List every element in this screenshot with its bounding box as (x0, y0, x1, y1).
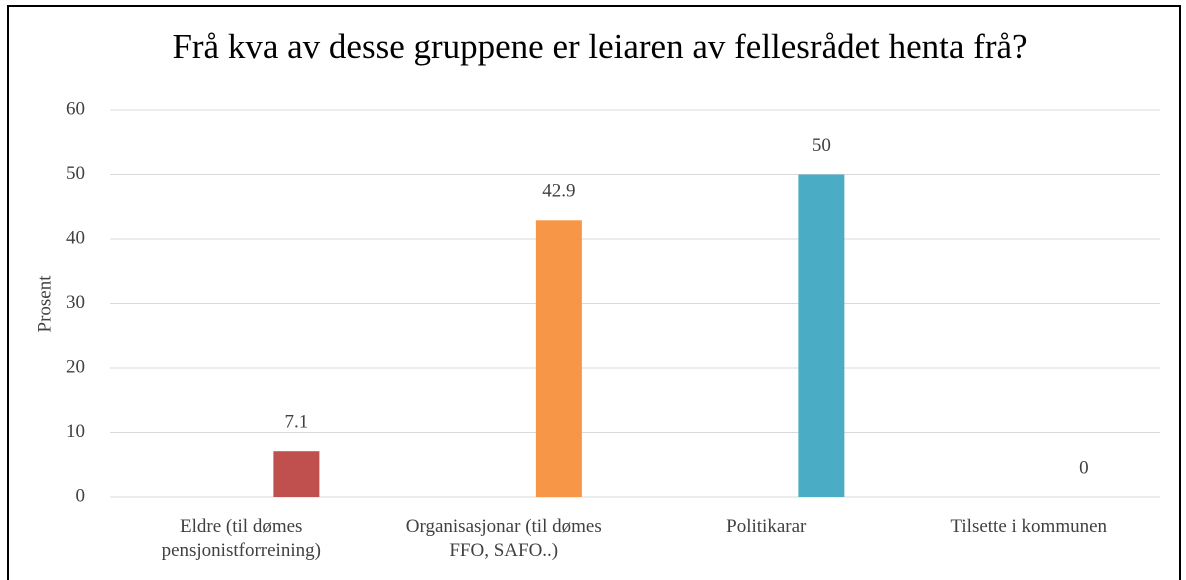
y-tick-label: 60 (66, 98, 85, 119)
chart-title: Frå kva av desse gruppene er leiaren av … (172, 27, 1027, 66)
y-tick-label: 30 (66, 292, 85, 313)
value-label: 0 (1079, 457, 1089, 478)
x-tick-label: Organisasjonar (til dømes FFO, SAFO..) (405, 516, 602, 561)
y-tick-label: 50 (66, 163, 85, 184)
x-tick-label: Tilsette i kommunen (950, 516, 1108, 537)
bar (273, 451, 320, 497)
frame (7, 5, 1181, 580)
bar (798, 174, 845, 497)
y-axis-label: Prosent (34, 275, 55, 333)
y-tick-label: 10 (66, 421, 85, 442)
y-tick-label: 0 (76, 485, 86, 506)
x-tick-label: Eldre (til dømes pensjonistforreining) (161, 516, 321, 561)
x-tick-label: Politikarar (726, 516, 807, 537)
bar (535, 220, 582, 498)
y-tick-label: 40 (66, 227, 85, 248)
value-label: 7.1 (285, 412, 309, 433)
value-label: 42.9 (542, 181, 575, 202)
y-tick-label: 20 (66, 356, 85, 377)
value-label: 50 (812, 135, 831, 156)
